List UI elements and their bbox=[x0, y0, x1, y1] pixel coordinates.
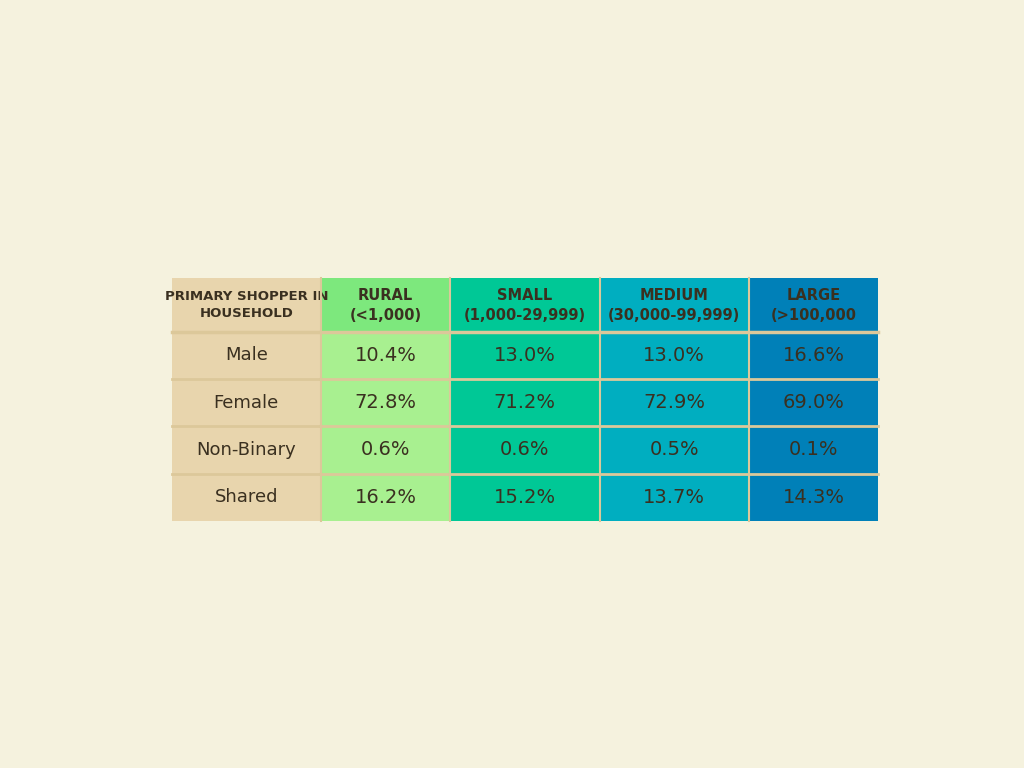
Text: SMALL
(1,000-29,999): SMALL (1,000-29,999) bbox=[464, 288, 586, 323]
Text: MEDIUM
(30,000-99,999): MEDIUM (30,000-99,999) bbox=[608, 288, 740, 323]
Bar bbox=[451, 332, 599, 379]
Text: 16.2%: 16.2% bbox=[354, 488, 417, 507]
Text: 71.2%: 71.2% bbox=[494, 393, 556, 412]
Bar bbox=[749, 332, 878, 379]
Text: Shared: Shared bbox=[215, 488, 279, 506]
Bar bbox=[322, 379, 451, 426]
Text: 0.5%: 0.5% bbox=[649, 441, 699, 459]
Bar bbox=[749, 279, 878, 332]
Text: 10.4%: 10.4% bbox=[354, 346, 417, 365]
Bar bbox=[172, 332, 322, 379]
Bar bbox=[749, 474, 878, 521]
Bar bbox=[749, 426, 878, 474]
Bar bbox=[172, 474, 322, 521]
Bar bbox=[172, 426, 322, 474]
Text: 0.6%: 0.6% bbox=[360, 441, 411, 459]
Text: 72.8%: 72.8% bbox=[354, 393, 417, 412]
Bar bbox=[172, 279, 322, 332]
Text: 16.6%: 16.6% bbox=[782, 346, 845, 365]
Bar bbox=[599, 332, 749, 379]
Text: LARGE
(>100,000: LARGE (>100,000 bbox=[770, 288, 856, 323]
Text: PRIMARY SHOPPER IN
HOUSEHOLD: PRIMARY SHOPPER IN HOUSEHOLD bbox=[165, 290, 328, 320]
Bar bbox=[322, 426, 451, 474]
Bar bbox=[749, 379, 878, 426]
Bar bbox=[451, 474, 599, 521]
Text: 72.9%: 72.9% bbox=[643, 393, 706, 412]
Bar bbox=[451, 279, 599, 332]
Text: Female: Female bbox=[214, 394, 279, 412]
Bar bbox=[322, 332, 451, 379]
Bar bbox=[172, 379, 322, 426]
Text: 0.1%: 0.1% bbox=[788, 441, 839, 459]
Bar bbox=[599, 474, 749, 521]
Bar bbox=[451, 379, 599, 426]
Bar bbox=[451, 426, 599, 474]
Bar bbox=[599, 279, 749, 332]
Text: RURAL
(<1,000): RURAL (<1,000) bbox=[349, 288, 422, 323]
Text: 13.0%: 13.0% bbox=[643, 346, 706, 365]
Bar bbox=[322, 474, 451, 521]
Text: 14.3%: 14.3% bbox=[782, 488, 845, 507]
Text: 13.0%: 13.0% bbox=[494, 346, 556, 365]
Text: 0.6%: 0.6% bbox=[500, 441, 550, 459]
Text: Male: Male bbox=[225, 346, 268, 365]
Text: 69.0%: 69.0% bbox=[782, 393, 845, 412]
Text: 13.7%: 13.7% bbox=[643, 488, 706, 507]
Bar bbox=[599, 426, 749, 474]
Text: 15.2%: 15.2% bbox=[494, 488, 556, 507]
Bar bbox=[322, 279, 451, 332]
Text: Non-Binary: Non-Binary bbox=[197, 441, 296, 459]
Bar bbox=[599, 379, 749, 426]
